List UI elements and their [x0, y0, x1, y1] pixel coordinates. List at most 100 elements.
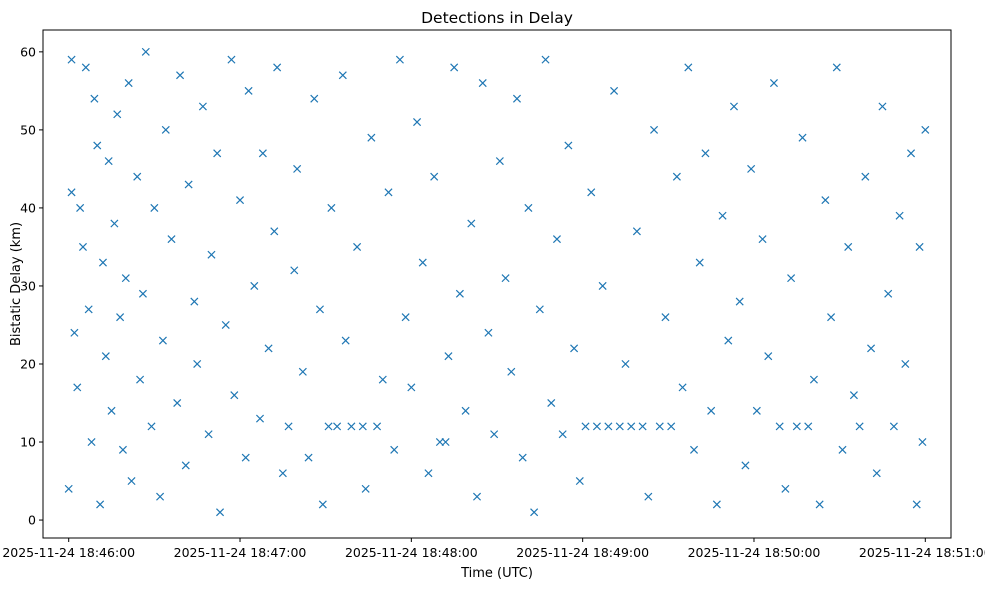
data-point	[384, 188, 393, 197]
data-point	[798, 133, 807, 142]
data-point	[98, 258, 107, 267]
data-point	[718, 211, 727, 220]
data-point	[190, 297, 199, 306]
y-tick-label: 60	[20, 44, 36, 59]
data-point	[284, 422, 293, 431]
data-point	[184, 180, 193, 189]
data-point	[701, 149, 710, 158]
data-point	[273, 63, 282, 72]
data-point	[73, 383, 82, 392]
data-point	[769, 79, 778, 88]
data-point	[176, 71, 185, 80]
data-point	[373, 422, 382, 431]
data-point	[310, 94, 319, 103]
chart-title: Detections in Delay	[421, 9, 573, 27]
data-point	[193, 359, 202, 369]
data-point	[227, 55, 236, 64]
data-point	[158, 336, 167, 345]
data-point	[450, 63, 459, 72]
x-tick-label: 2025-11-24 18:49:00	[516, 545, 649, 560]
data-point	[467, 219, 476, 228]
data-point	[827, 313, 836, 322]
data-point	[861, 172, 870, 181]
data-point	[912, 500, 921, 509]
data-point	[638, 422, 647, 431]
data-point	[136, 375, 145, 384]
data-point	[104, 157, 113, 166]
x-tick-label: 2025-11-24 18:51:00	[859, 545, 985, 560]
data-point	[615, 422, 624, 431]
data-point	[395, 55, 404, 64]
data-point	[124, 79, 133, 88]
data-point	[809, 375, 818, 384]
data-point	[167, 235, 176, 244]
data-point	[298, 367, 307, 376]
x-axis: 2025-11-24 18:46:00 2025-11-24 18:47:00 20…	[2, 538, 985, 560]
data-point	[67, 55, 76, 64]
series-0	[64, 47, 930, 517]
data-point	[598, 281, 607, 290]
data-point	[707, 406, 716, 415]
data-point	[407, 383, 416, 392]
data-point	[729, 102, 739, 111]
data-point	[70, 328, 79, 337]
data-point	[101, 352, 110, 361]
data-point	[507, 367, 516, 376]
data-point	[290, 266, 299, 275]
data-point	[90, 94, 99, 103]
data-point	[501, 274, 510, 283]
data-point	[127, 477, 136, 486]
data-point	[921, 125, 930, 134]
data-point	[333, 422, 342, 431]
data-point	[644, 492, 653, 501]
data-point	[304, 453, 313, 462]
data-point	[535, 305, 544, 314]
data-point	[161, 125, 170, 134]
data-point	[815, 500, 824, 509]
data-point	[792, 422, 801, 431]
y-axis: 0 10 20 30 40 50 60	[20, 44, 43, 528]
data-point	[213, 149, 222, 158]
data-point	[735, 297, 744, 306]
data-point	[667, 422, 676, 431]
scatter-markers	[64, 47, 930, 517]
data-point	[87, 437, 96, 447]
data-point	[76, 203, 85, 212]
data-point	[787, 274, 796, 283]
data-point	[461, 406, 470, 415]
data-point	[855, 422, 864, 431]
data-point	[484, 328, 493, 337]
data-point	[592, 422, 601, 431]
data-point	[764, 352, 773, 361]
data-point	[278, 469, 287, 478]
x-axis-title: Time (UTC)	[460, 566, 533, 581]
data-point	[878, 102, 887, 111]
data-point	[672, 172, 681, 181]
data-point	[724, 336, 733, 345]
data-point	[293, 164, 302, 173]
data-point	[627, 422, 636, 431]
data-point	[110, 219, 119, 228]
y-axis-title: Bistatic Delay (km)	[9, 222, 24, 346]
data-point	[530, 508, 539, 517]
data-point	[915, 242, 924, 251]
data-point	[604, 422, 613, 431]
data-point	[81, 63, 90, 72]
data-point	[632, 227, 641, 236]
data-point	[338, 71, 347, 80]
data-point	[747, 164, 756, 173]
data-point	[490, 430, 499, 439]
data-point	[147, 422, 156, 431]
y-tick-label: 0	[28, 513, 36, 528]
data-point	[264, 344, 273, 353]
data-point	[781, 484, 790, 493]
data-point	[413, 118, 422, 127]
data-point	[361, 484, 370, 493]
data-point	[455, 289, 464, 298]
data-point	[198, 102, 207, 111]
data-point	[378, 375, 387, 384]
data-point	[867, 344, 876, 353]
data-point	[138, 289, 147, 298]
plot-frame	[42, 29, 952, 539]
